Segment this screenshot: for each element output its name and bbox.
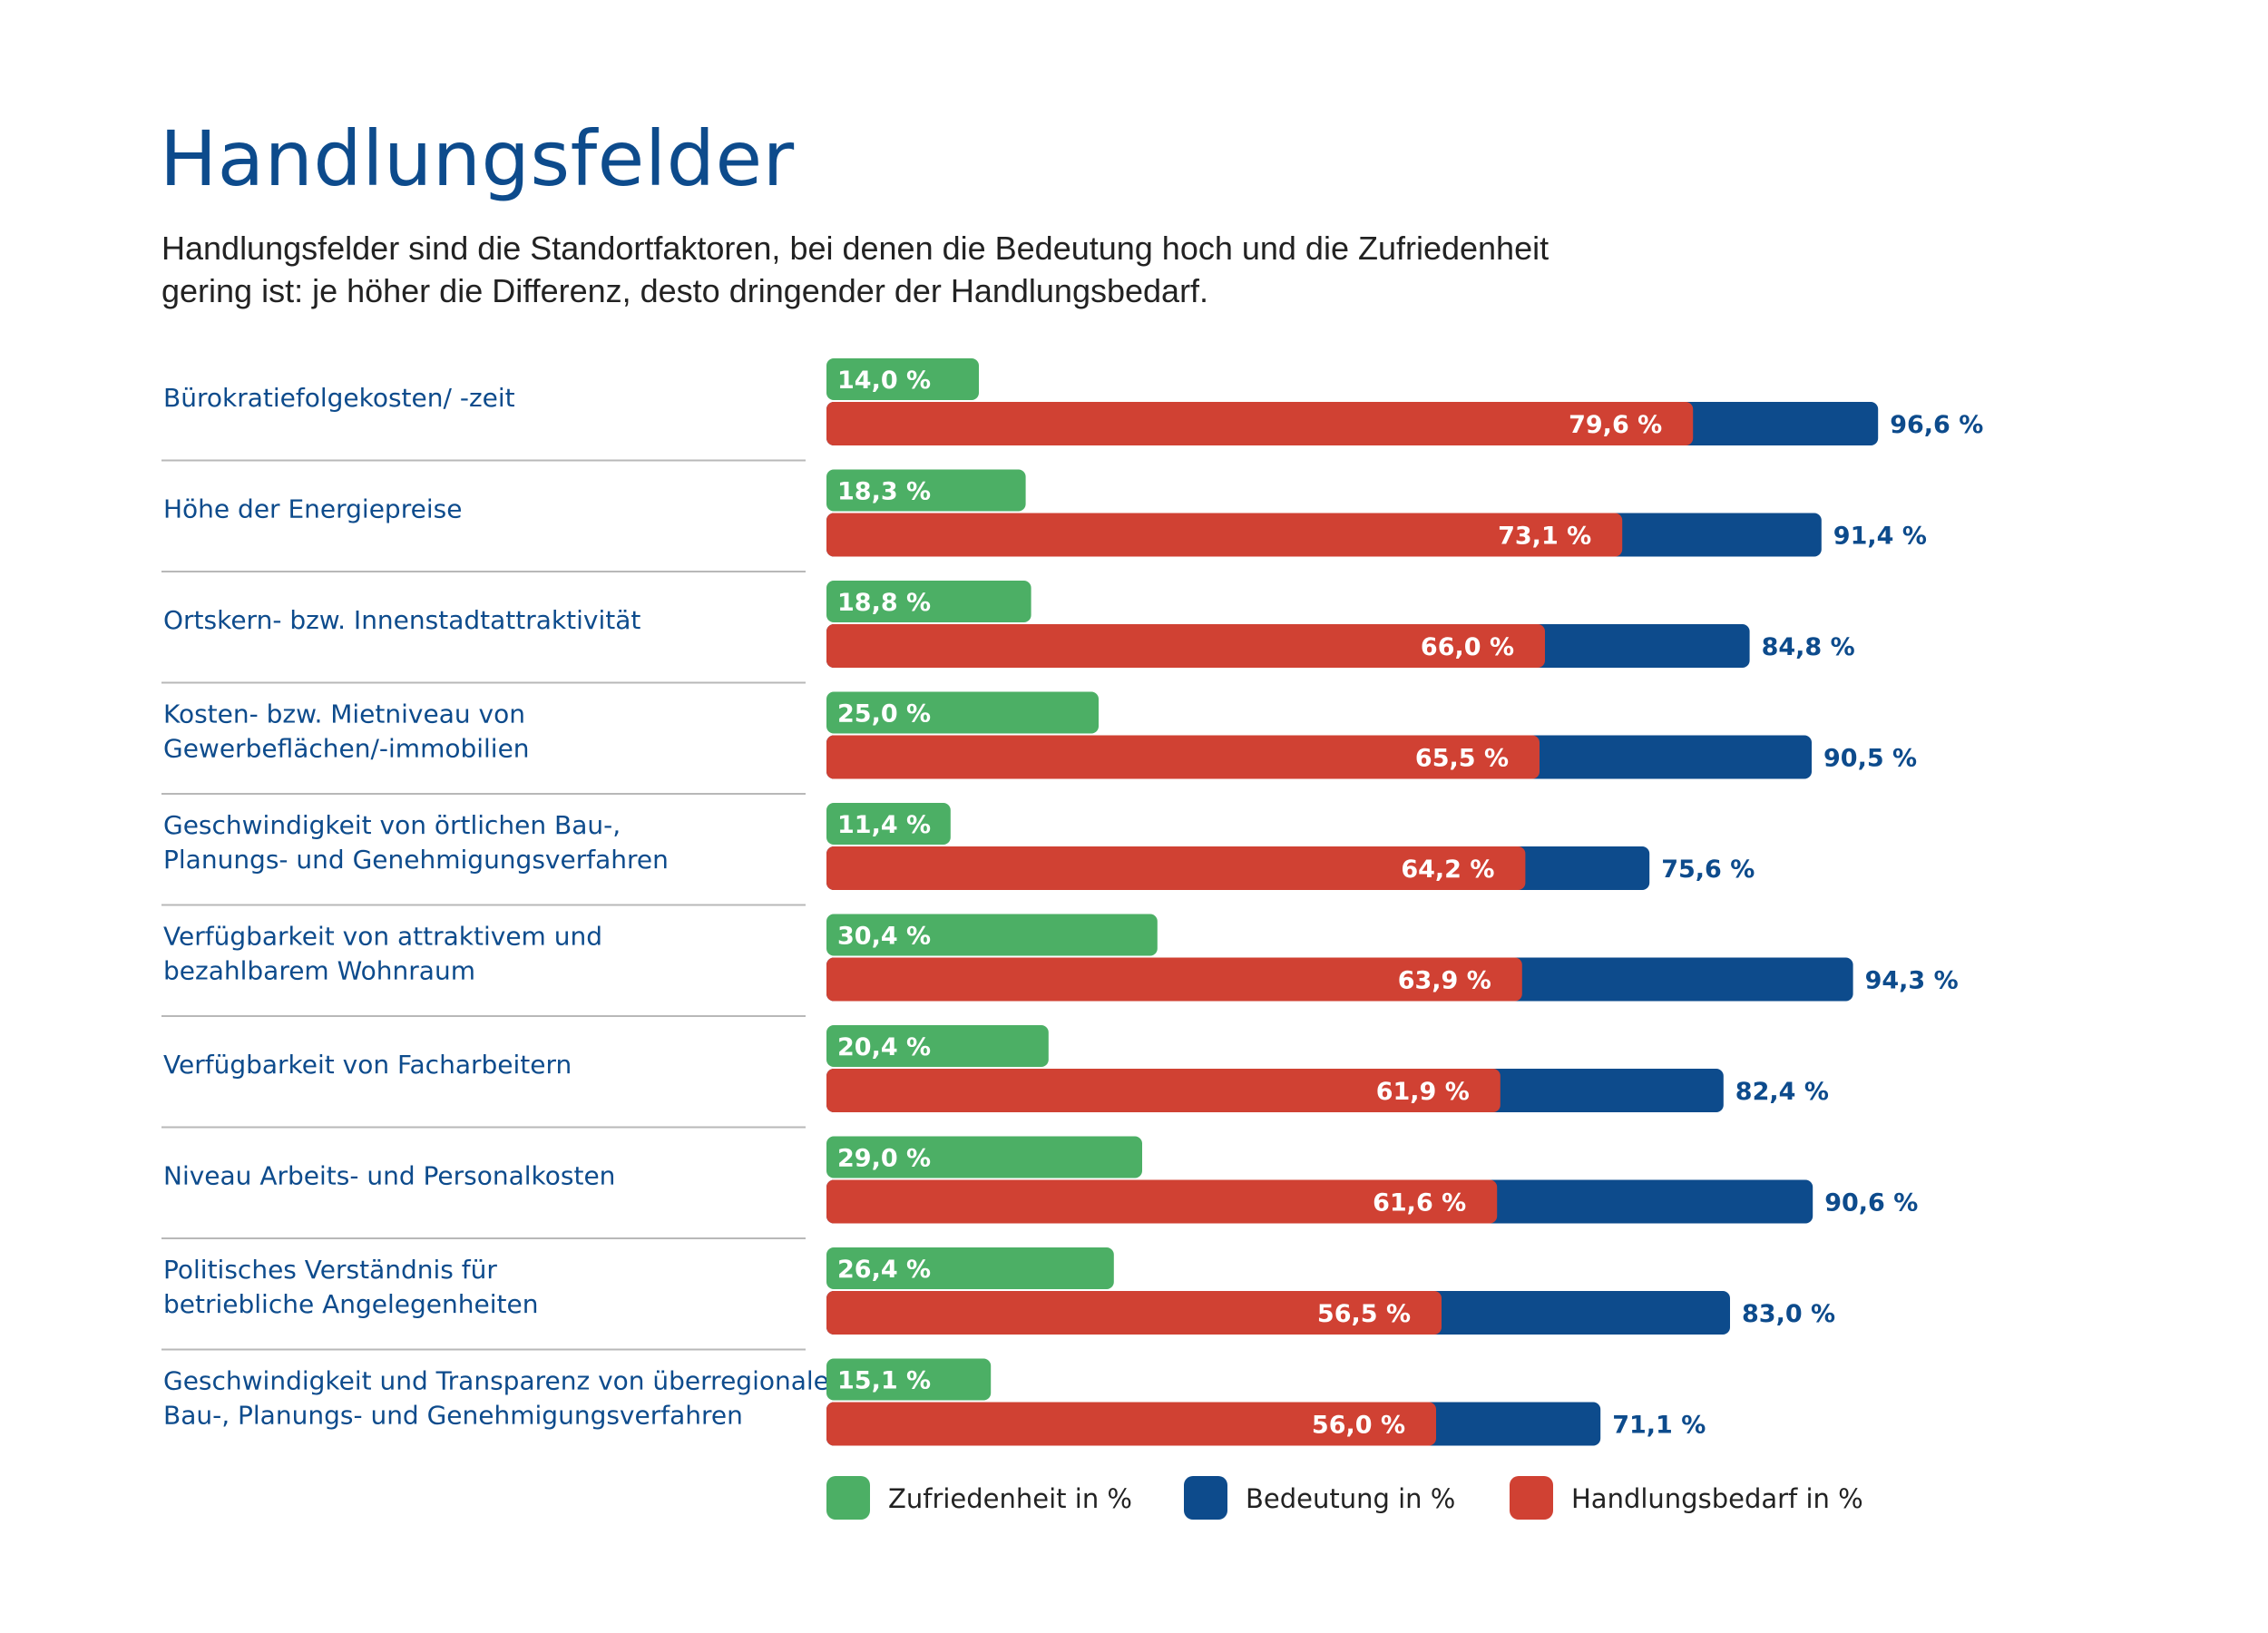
zufriedenheit-value-label: 11,4 %	[837, 811, 931, 839]
handlungsbedarf-value-label: 79,6 %	[1569, 411, 1662, 439]
category-label: Gewerbeflächen/-immobilien	[163, 734, 530, 764]
handlungsbedarf-bar	[826, 1291, 1442, 1335]
zufriedenheit-value-label: 25,0 %	[837, 700, 931, 728]
handlungsbedarf-bar	[826, 1179, 1498, 1224]
zufriedenheit-value-label: 29,0 %	[837, 1145, 931, 1173]
handlungsbedarf-bar	[826, 846, 1526, 890]
bedeutung-value-label: 71,1 %	[1612, 1412, 1706, 1440]
category-label: Höhe der Energiepreise	[163, 494, 462, 524]
bedeutung-value-label: 83,0 %	[1742, 1300, 1835, 1328]
zufriedenheit-value-label: 26,4 %	[837, 1256, 931, 1284]
handlungsbedarf-value-label: 73,1 %	[1498, 523, 1591, 551]
bedeutung-value-label: 96,6 %	[1890, 411, 1983, 439]
zufriedenheit-bar	[826, 1247, 1114, 1289]
category-label: Planungs- und Genehmigungsverfahren	[163, 845, 669, 875]
handlungsbedarf-value-label: 63,9 %	[1398, 967, 1491, 995]
zufriedenheit-bar	[826, 581, 1031, 622]
zufriedenheit-value-label: 18,3 %	[837, 478, 931, 506]
legend-bedeutung-label: Bedeutung in %	[1246, 1483, 1455, 1514]
category-label: Bürokratiefolgekosten/ -zeit	[163, 383, 515, 413]
zufriedenheit-value-label: 18,8 %	[837, 589, 931, 617]
category-label: betriebliche Angelegenheiten	[163, 1289, 538, 1319]
category-label: Kosten- bzw. Mietniveau von	[163, 699, 525, 729]
handlungsbedarf-value-label: 56,5 %	[1317, 1300, 1411, 1328]
category-label: Verfügbarkeit von Facharbeitern	[163, 1050, 572, 1080]
subtitle-line-1: Handlungsfelder sind die Standortfaktore…	[161, 230, 1549, 267]
zufriedenheit-bar	[826, 1136, 1142, 1178]
handlungsbedarf-value-label: 56,0 %	[1312, 1412, 1405, 1440]
page-title: Handlungsfelder	[160, 114, 795, 203]
handlungsbedarf-value-label: 66,0 %	[1421, 633, 1514, 661]
handlungsbedarf-value-label: 61,9 %	[1376, 1078, 1470, 1106]
bedeutung-value-label: 82,4 %	[1735, 1078, 1829, 1106]
legend-handlungsbedarf-label: Handlungsbedarf in %	[1571, 1483, 1863, 1514]
page-subtitle: Handlungsfelder sind die Standortfaktore…	[161, 227, 1758, 312]
zufriedenheit-bar	[826, 803, 951, 845]
bedeutung-value-label: 91,4 %	[1833, 523, 1927, 551]
handlungsbedarf-value-label: 65,5 %	[1415, 745, 1509, 773]
handlungsbedarf-bar	[826, 735, 1540, 779]
category-label: Politisches Verständnis für	[163, 1255, 497, 1285]
zufriedenheit-bar	[826, 358, 979, 400]
handlungsbedarf-bar	[826, 402, 1694, 445]
bedeutung-value-label: 94,3 %	[1865, 967, 1959, 995]
handlungsbedarf-bar	[826, 624, 1545, 668]
category-label: Ortskern- bzw. Innenstadtattraktivität	[163, 605, 640, 635]
handlungsbedarf-bar	[826, 513, 1623, 557]
handlungsbedarf-value-label: 61,6 %	[1373, 1189, 1466, 1217]
zufriedenheit-bar	[826, 469, 1026, 512]
bedeutung-value-label: 90,6 %	[1824, 1189, 1918, 1217]
zufriedenheit-value-label: 20,4 %	[837, 1033, 931, 1061]
bedeutung-value-label: 75,6 %	[1661, 856, 1755, 884]
subtitle-line-2: gering ist: je höher die Differenz, dest…	[161, 272, 1209, 309]
zufriedenheit-value-label: 15,1 %	[837, 1367, 931, 1395]
category-label: Geschwindigkeit von örtlichen Bau-,	[163, 810, 621, 840]
category-label: Niveau Arbeits- und Personalkosten	[163, 1161, 615, 1191]
legend-bedeutung-swatch	[1184, 1476, 1227, 1520]
handlungsbedarf-bar	[826, 957, 1522, 1002]
category-label: Verfügbarkeit von attraktivem und	[163, 922, 602, 952]
bedeutung-value-label: 84,8 %	[1762, 633, 1855, 661]
zufriedenheit-value-label: 30,4 %	[837, 923, 931, 951]
zufriedenheit-bar	[826, 691, 1099, 734]
category-label: Bau-, Planungs- und Genehmigungsverfahre…	[163, 1401, 743, 1431]
legend-handlungsbedarf-swatch	[1510, 1476, 1553, 1520]
handlungsbedarf-bar	[826, 1069, 1501, 1112]
category-label: Geschwindigkeit und Transparenz von über…	[163, 1366, 846, 1396]
handlungsbedarf-value-label: 64,2 %	[1401, 856, 1494, 884]
zufriedenheit-bar	[826, 1025, 1049, 1067]
handlungsbedarf-bar	[826, 1402, 1436, 1446]
zufriedenheit-value-label: 14,0 %	[837, 367, 931, 395]
zufriedenheit-bar	[826, 914, 1158, 956]
legend-zufriedenheit-label: Zufriedenheit in %	[888, 1483, 1132, 1514]
category-label: bezahlbarem Wohnraum	[163, 956, 475, 986]
legend-zufriedenheit-swatch	[826, 1476, 870, 1520]
zufriedenheit-bar	[826, 1358, 992, 1401]
bedeutung-value-label: 90,5 %	[1823, 745, 1917, 773]
